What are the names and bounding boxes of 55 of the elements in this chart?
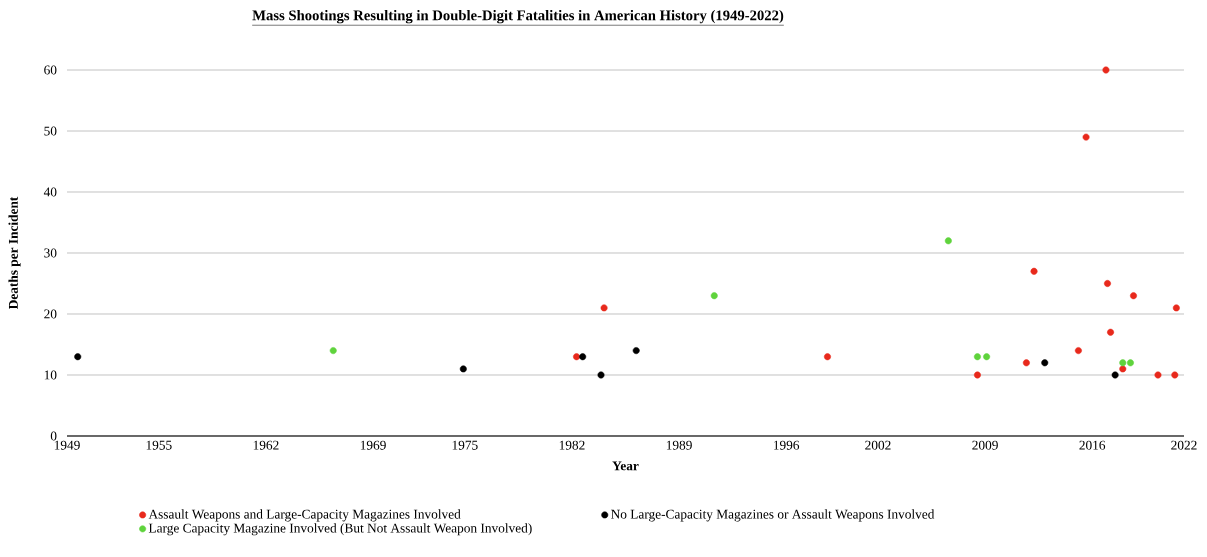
y-tick-label: 60 xyxy=(44,65,57,75)
x-tick-label: 1969 xyxy=(360,440,386,450)
point xyxy=(600,304,608,312)
y-tick-label: 10 xyxy=(44,370,57,380)
point xyxy=(74,353,82,361)
legend-label: No Large-Capacity Magazines or Assault Weapons Involved xyxy=(611,509,935,522)
x-tick-label: 2002 xyxy=(865,440,891,450)
point xyxy=(459,365,467,373)
point xyxy=(944,237,952,245)
y-tick-label: 40 xyxy=(43,187,57,197)
y-tick-label: 0 xyxy=(50,431,57,441)
y-axis-title: Deaths per Incident xyxy=(8,196,21,310)
x-tick-label: 1975 xyxy=(452,440,478,450)
point xyxy=(329,347,337,355)
x-tick-label: 2016 xyxy=(1079,440,1106,450)
point xyxy=(983,353,991,361)
x-tick-label: 1996 xyxy=(774,440,800,450)
point xyxy=(1119,359,1127,367)
point xyxy=(597,371,605,379)
point xyxy=(1102,66,1110,74)
point xyxy=(1104,280,1111,287)
point xyxy=(1041,359,1049,367)
point xyxy=(710,292,718,300)
legend-label: Large Capacity Magazine Involved (But Not Assault Weapon Involved) xyxy=(148,523,532,536)
x-tick-label: 1962 xyxy=(253,440,279,450)
point xyxy=(973,353,981,361)
point xyxy=(1119,365,1127,373)
x-tick-label: 1989 xyxy=(666,440,692,450)
y-tick-label: 20 xyxy=(44,309,57,319)
chart-title: Mass Shootings Resulting in Double-Digit Fatalities in American History (1949-2022) xyxy=(252,9,784,24)
x-tick-label: 2009 xyxy=(972,440,998,450)
point xyxy=(1074,347,1082,355)
point xyxy=(1082,133,1090,141)
point xyxy=(1022,359,1030,367)
point xyxy=(1111,371,1119,379)
y-tick-label: 30 xyxy=(44,248,57,258)
y-tick-label: 50 xyxy=(44,126,57,136)
x-tick-label: 1949 xyxy=(54,440,80,450)
point xyxy=(1107,328,1115,336)
point xyxy=(632,347,640,355)
x-tick-label: 2022 xyxy=(1171,440,1197,450)
point xyxy=(573,353,581,361)
point xyxy=(1171,371,1179,379)
legend-label: Assault Weapons and Large-Capacity Magazines Involved xyxy=(148,509,461,522)
x-tick-label: 1982 xyxy=(559,440,585,450)
point xyxy=(1154,371,1162,379)
x-tick-label: 1955 xyxy=(146,440,172,450)
point xyxy=(973,371,981,379)
x-axis-title: Year xyxy=(612,461,639,471)
point xyxy=(824,353,831,361)
point xyxy=(1130,292,1137,300)
point xyxy=(1172,304,1180,312)
point xyxy=(579,353,587,361)
point xyxy=(1030,267,1038,275)
point xyxy=(1126,359,1134,367)
